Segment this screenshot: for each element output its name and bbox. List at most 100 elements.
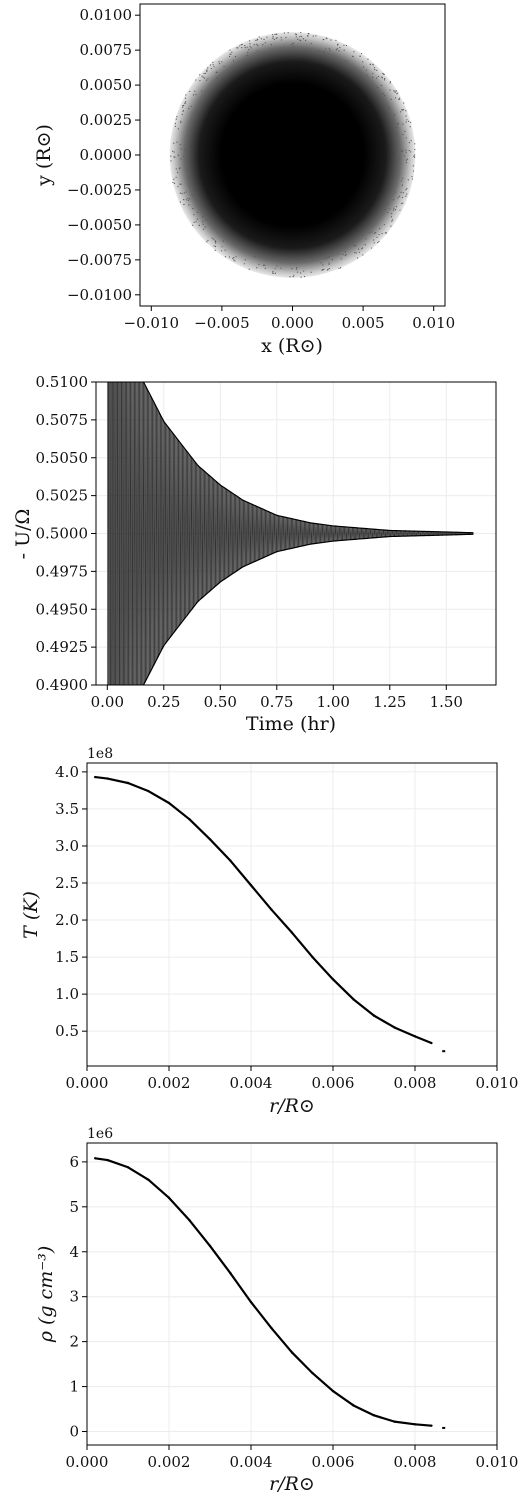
particle-point bbox=[409, 126, 411, 128]
particle-point bbox=[405, 161, 408, 164]
particle-point bbox=[175, 118, 177, 120]
x-tick-label: 0.006 bbox=[312, 1074, 355, 1092]
particle-point bbox=[274, 272, 277, 274]
particle-point bbox=[391, 220, 393, 222]
x-tick-label: −0.010 bbox=[124, 314, 180, 332]
particle-point bbox=[249, 45, 251, 47]
particle-point bbox=[362, 61, 364, 63]
x-tick-label: 0.004 bbox=[230, 1453, 273, 1471]
particle-point bbox=[395, 205, 398, 208]
profile-point bbox=[249, 884, 253, 887]
particle-point bbox=[224, 256, 227, 258]
particle-point bbox=[326, 38, 328, 40]
y-tick-label: 5 bbox=[69, 1198, 79, 1216]
particle-point bbox=[257, 45, 259, 47]
particle-point bbox=[175, 168, 177, 170]
profile-point bbox=[430, 1041, 433, 1045]
particle-point bbox=[329, 49, 331, 51]
particle-point bbox=[373, 232, 376, 235]
particle-point bbox=[367, 58, 369, 60]
particle-point bbox=[188, 107, 190, 110]
particle-point bbox=[343, 49, 345, 51]
particle-point bbox=[206, 69, 208, 71]
particle-point bbox=[292, 42, 294, 44]
profile-point bbox=[167, 801, 171, 805]
particle-point bbox=[256, 43, 258, 45]
particle-point bbox=[372, 63, 374, 65]
particle-point bbox=[283, 32, 285, 34]
y-tick-label: 4 bbox=[69, 1243, 79, 1261]
particle-point bbox=[299, 39, 301, 41]
y-axis-label: ρ (g cm⁻³) bbox=[35, 1246, 57, 1344]
particle-point bbox=[243, 263, 245, 265]
y-tick-label: 1.0 bbox=[55, 985, 79, 1003]
particle-point bbox=[413, 156, 416, 158]
y-tick-label: 0.0075 bbox=[80, 41, 133, 59]
particle-point bbox=[180, 148, 182, 150]
particle-point bbox=[184, 97, 187, 99]
particle-point bbox=[201, 90, 203, 92]
particle-point bbox=[293, 274, 295, 276]
y-tick-label: 3.5 bbox=[55, 800, 79, 818]
particle-point bbox=[322, 39, 324, 41]
particle-point bbox=[183, 155, 185, 157]
temperature-profile-chart: 0.000 0.002 0.004 0.006 0.008 0.010 4.0 3.5 3.0… bbox=[20, 746, 518, 1117]
particle-point bbox=[176, 116, 178, 118]
particle-point bbox=[199, 74, 201, 76]
particle-point bbox=[177, 186, 179, 188]
particle-point bbox=[405, 159, 407, 161]
particle-point bbox=[280, 36, 282, 39]
particle-point bbox=[213, 238, 215, 240]
particle-point bbox=[264, 264, 266, 266]
particle-point bbox=[216, 77, 218, 79]
particle-point bbox=[393, 207, 395, 209]
particle-point bbox=[181, 192, 183, 195]
particle-point bbox=[310, 42, 312, 45]
profile-point bbox=[270, 1326, 273, 1330]
particle-point bbox=[300, 32, 302, 34]
particle-point bbox=[180, 122, 182, 124]
profile-point bbox=[208, 838, 212, 841]
particle-point bbox=[181, 113, 183, 116]
particle-point bbox=[207, 239, 209, 241]
particle-point bbox=[188, 176, 190, 179]
particle-point bbox=[221, 61, 223, 63]
particle-point bbox=[384, 95, 386, 97]
particle-point bbox=[256, 50, 258, 52]
particle-point bbox=[386, 203, 388, 205]
particle-point bbox=[185, 191, 187, 193]
particle-point bbox=[389, 82, 391, 84]
particle-point bbox=[185, 199, 187, 201]
particle-point bbox=[276, 265, 278, 267]
particle-point bbox=[178, 167, 181, 170]
particle-point bbox=[345, 60, 347, 62]
particle-point bbox=[330, 39, 332, 41]
profile-point bbox=[372, 1414, 376, 1417]
particle-point bbox=[188, 204, 190, 206]
particle-point bbox=[395, 90, 397, 92]
particle-point bbox=[378, 241, 380, 243]
x-tick-label: 0.002 bbox=[148, 1453, 191, 1471]
particle-point bbox=[233, 257, 235, 259]
y-tick-label: 0.4975 bbox=[36, 562, 89, 580]
profile-point bbox=[94, 775, 97, 779]
particle-point bbox=[401, 184, 403, 186]
particle-distribution-chart: −0.010 −0.005 0.000 0.005 0.010 0.0100 0.0075… bbox=[33, 3, 455, 357]
particle-point bbox=[262, 44, 264, 46]
particle-point bbox=[377, 241, 379, 244]
particle-point bbox=[414, 154, 416, 156]
upper-envelope bbox=[142, 382, 474, 534]
particle-point bbox=[195, 93, 197, 96]
particle-point bbox=[272, 34, 274, 36]
particle-point bbox=[390, 216, 393, 218]
particle-point bbox=[206, 241, 208, 243]
particle-point bbox=[336, 48, 338, 50]
particle-point bbox=[365, 238, 367, 240]
particle-point bbox=[182, 106, 184, 108]
particle-point bbox=[410, 121, 412, 124]
particle-point bbox=[177, 171, 179, 174]
particle-point bbox=[198, 224, 200, 226]
particle-point bbox=[241, 43, 243, 46]
y-tick-label: 0.5075 bbox=[36, 411, 89, 429]
particle-point bbox=[285, 36, 287, 39]
